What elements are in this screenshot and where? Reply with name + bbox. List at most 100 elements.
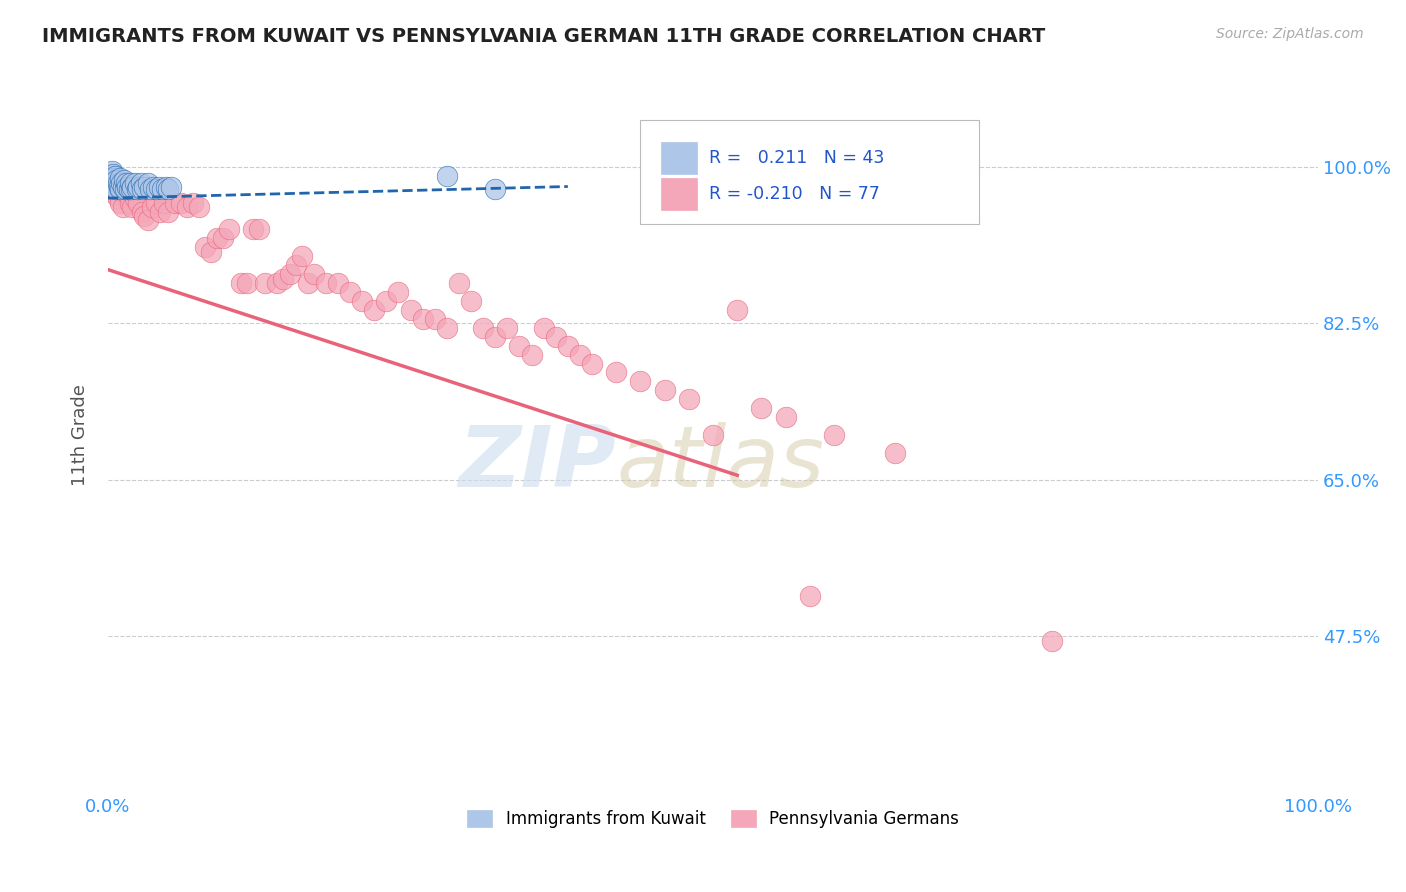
Point — [194, 240, 217, 254]
Point — [114, 182, 136, 196]
Point — [152, 182, 174, 196]
FancyBboxPatch shape — [641, 120, 980, 224]
Point — [557, 338, 579, 352]
Point — [104, 169, 127, 183]
Point — [352, 293, 374, 308]
Point — [654, 384, 676, 398]
Point — [242, 222, 264, 236]
Point — [254, 276, 277, 290]
Point — [145, 195, 167, 210]
Point — [326, 276, 349, 290]
Point — [387, 285, 409, 299]
Point — [148, 179, 170, 194]
Point — [278, 267, 301, 281]
Bar — [661, 178, 697, 211]
Point — [883, 446, 905, 460]
Point — [460, 293, 482, 308]
Legend: Immigrants from Kuwait, Pennsylvania Germans: Immigrants from Kuwait, Pennsylvania Ger… — [461, 803, 966, 834]
Point — [605, 366, 627, 380]
Text: R = -0.210   N = 77: R = -0.210 N = 77 — [710, 185, 880, 203]
Point — [520, 348, 543, 362]
Point — [136, 176, 159, 190]
Point — [100, 169, 122, 183]
Point — [117, 179, 139, 194]
Point — [472, 320, 495, 334]
Point — [725, 302, 748, 317]
Point — [108, 170, 131, 185]
Point — [141, 200, 163, 214]
Point — [117, 186, 139, 201]
Point — [107, 176, 129, 190]
Point — [101, 167, 124, 181]
Point — [105, 173, 128, 187]
Point — [134, 209, 156, 223]
Text: atlas: atlas — [616, 422, 824, 505]
Y-axis label: 11th Grade: 11th Grade — [72, 384, 89, 486]
Point — [118, 195, 141, 210]
Point — [1040, 633, 1063, 648]
Point — [436, 169, 458, 183]
Point — [702, 428, 724, 442]
Point — [115, 176, 138, 190]
Point — [412, 311, 434, 326]
Point — [142, 179, 165, 194]
Point — [291, 249, 314, 263]
Point — [131, 182, 153, 196]
Point — [110, 176, 132, 190]
Point — [484, 182, 506, 196]
Point — [229, 276, 252, 290]
Point — [117, 182, 139, 196]
Point — [447, 276, 470, 290]
Point — [751, 401, 773, 416]
Point — [544, 329, 567, 343]
Point — [124, 191, 146, 205]
Point — [363, 302, 385, 317]
Point — [315, 276, 337, 290]
Point — [149, 204, 172, 219]
Point — [134, 179, 156, 194]
Point — [163, 195, 186, 210]
Point — [339, 285, 361, 299]
Point — [218, 222, 240, 236]
Point — [630, 375, 652, 389]
Point — [152, 195, 174, 210]
Point — [100, 178, 122, 192]
Point — [121, 200, 143, 214]
Point — [155, 179, 177, 194]
Point — [145, 182, 167, 196]
Point — [108, 179, 131, 194]
Point — [160, 179, 183, 194]
Point — [112, 173, 135, 187]
Point — [284, 258, 307, 272]
Point — [139, 182, 162, 196]
Point — [496, 320, 519, 334]
Point — [678, 392, 700, 407]
Point — [823, 428, 845, 442]
Point — [100, 164, 122, 178]
Point — [127, 179, 149, 194]
Point — [107, 191, 129, 205]
Point — [111, 179, 134, 194]
Point — [423, 311, 446, 326]
Point — [129, 176, 152, 190]
Point — [104, 186, 127, 201]
Point — [103, 170, 125, 185]
Point — [108, 195, 131, 210]
Point — [212, 231, 235, 245]
Point — [568, 348, 591, 362]
Point — [100, 182, 122, 196]
Point — [247, 222, 270, 236]
Point — [236, 276, 259, 290]
Point — [103, 179, 125, 194]
Point — [127, 195, 149, 210]
Point — [205, 231, 228, 245]
Text: IMMIGRANTS FROM KUWAIT VS PENNSYLVANIA GERMAN 11TH GRADE CORRELATION CHART: IMMIGRANTS FROM KUWAIT VS PENNSYLVANIA G… — [42, 27, 1046, 45]
Point — [136, 213, 159, 227]
Point — [200, 244, 222, 259]
Point — [101, 169, 124, 183]
Point — [100, 173, 122, 187]
Point — [108, 182, 131, 196]
Bar — [661, 142, 697, 174]
Point — [187, 200, 209, 214]
Text: ZIP: ZIP — [458, 422, 616, 505]
